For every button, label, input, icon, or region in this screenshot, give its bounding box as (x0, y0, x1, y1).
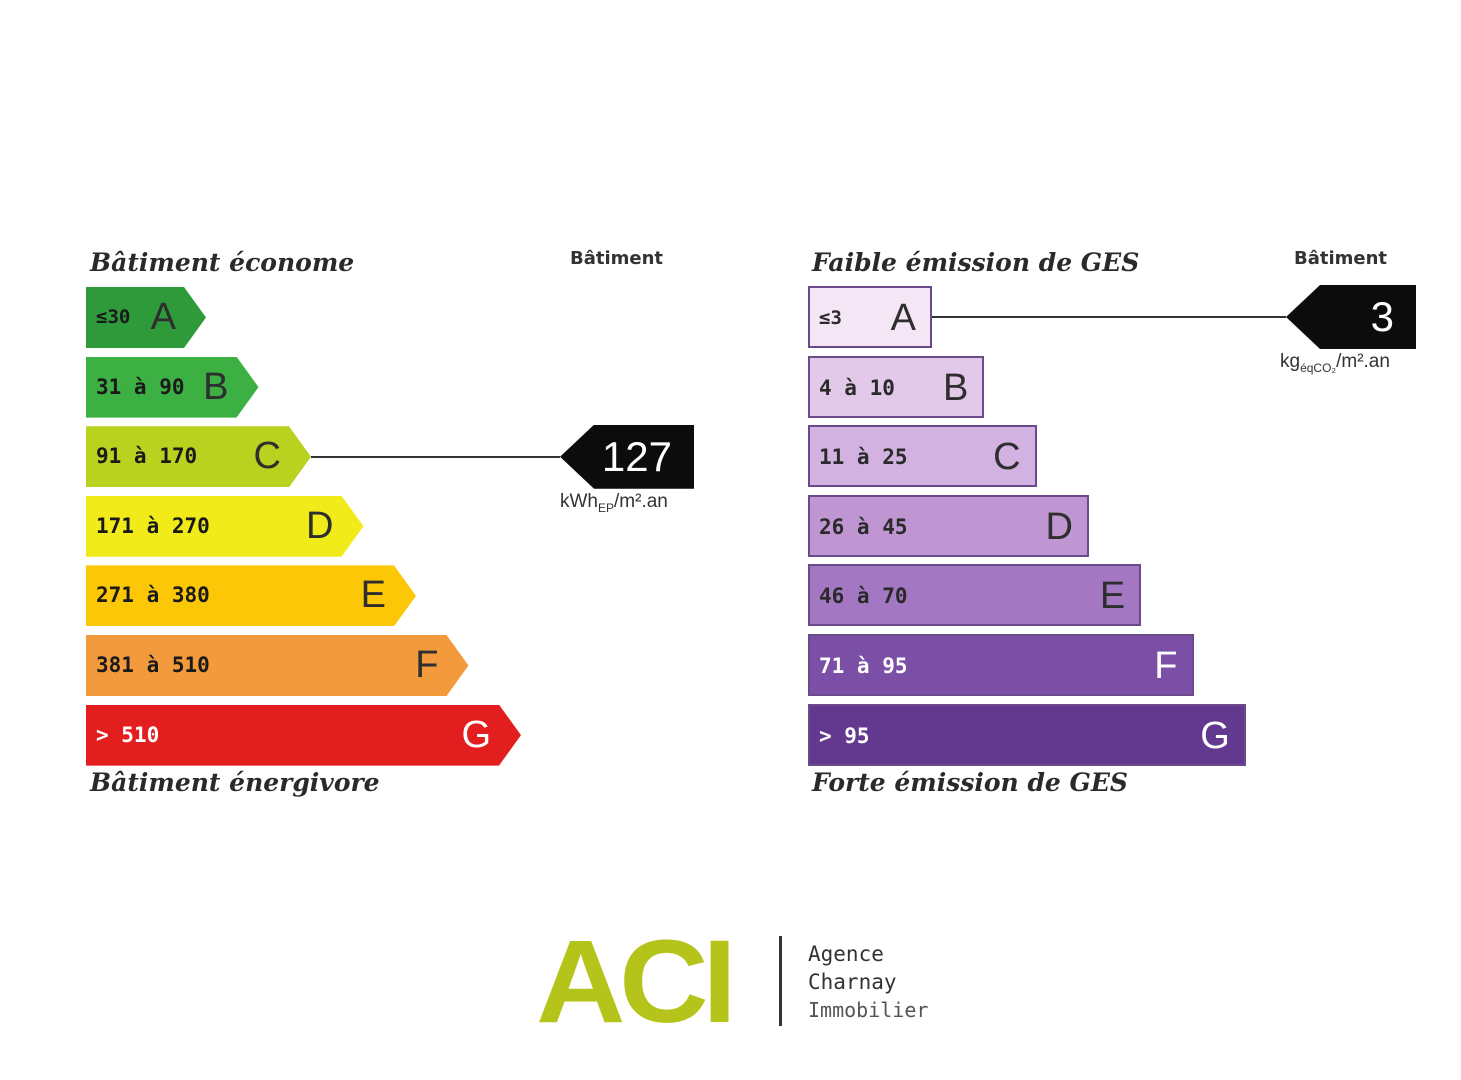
ges-unit: kgéqCO₂/m².an (1280, 351, 1390, 375)
energy-class-c: 91 à 170 C (86, 426, 311, 488)
ges-class-letter: A (890, 297, 916, 339)
ges-class-letter: G (1200, 714, 1230, 757)
energy-bottom-label: Bâtiment énergivore (90, 768, 380, 797)
ges-value: 3 (1370, 293, 1394, 340)
energy-unit-sub: EP (598, 500, 615, 515)
ges-class-range: 4 à 10 (819, 375, 895, 400)
ges-class-c: 11 à 25 C (808, 425, 1037, 488)
energy-class-letter: F (415, 644, 439, 686)
ges-column-label: Bâtiment (1294, 248, 1388, 269)
energy-unit-rest: /m².an (614, 490, 668, 512)
ges-class-letter: E (1099, 575, 1126, 618)
ges-bottom-label: Forte émission de GES (812, 768, 1128, 797)
energy-unit: kWhEP/m².an (560, 491, 668, 515)
energy-class-g: > 510 G (86, 704, 521, 766)
energy-class-letter: D (306, 504, 334, 547)
ges-class-e: 46 à 70 E (808, 564, 1142, 627)
energy-performance-panel: Bâtiment économe Bâtiment ≤30 A 31 à 90 B 91… (86, 240, 746, 820)
energy-class-range: 271 à 380 (96, 583, 210, 608)
ges-class-range: ≤3 (819, 307, 842, 329)
ges-class-range: 11 à 25 (819, 445, 908, 470)
energy-top-label: Bâtiment économe (90, 248, 355, 277)
ges-class-letter: D (1045, 505, 1073, 548)
ges-unit-sub: éqCO₂ (1300, 360, 1337, 375)
ges-class-g: > 95 G (808, 703, 1246, 766)
energy-class-range: > 510 (96, 722, 160, 747)
ges-class-letter: C (993, 436, 1021, 479)
ges-class-range: > 95 (819, 723, 870, 748)
energy-class-letter: E (360, 574, 386, 617)
ges-class-range: 46 à 70 (819, 584, 908, 609)
energy-class-e: 271 à 380 E (86, 565, 416, 627)
energy-class-f: 381 à 510 F (86, 635, 469, 696)
ges-top-label: Faible émission de GES (812, 248, 1140, 277)
energy-class-letter: A (150, 296, 176, 338)
ges-value-marker: 3 (1286, 285, 1416, 349)
ges-class-letter: B (942, 366, 969, 409)
ges-emission-panel: Faible émission de GES Bâtiment ≤3 A 4 à 1… (808, 240, 1461, 820)
energy-class-b: 31 à 90 B (86, 356, 259, 418)
logo-separator (779, 936, 782, 1026)
energy-class-range: 171 à 270 (96, 513, 210, 538)
ges-unit-rest: /m².an (1336, 351, 1390, 372)
ges-pointer-line (932, 316, 1286, 318)
energy-unit-main: kWh (560, 490, 598, 512)
ges-class-range: 26 à 45 (819, 514, 908, 539)
energy-class-letter: G (461, 713, 491, 756)
energy-class-letter: C (253, 435, 281, 478)
logo-line-charnay: Charnay (808, 970, 897, 994)
logo-mark: ACI (536, 916, 737, 1048)
ges-class-a: ≤3 A (808, 286, 932, 348)
energy-class-range: 91 à 170 (96, 444, 198, 469)
ges-class-f: 71 à 95 F (808, 634, 1194, 696)
ges-class-b: 4 à 10 B (808, 355, 985, 418)
energy-pointer-line (311, 455, 560, 458)
ges-class-range: 71 à 95 (819, 654, 908, 678)
energy-class-d: 171 à 270 D (86, 495, 364, 557)
ges-unit-main: kg (1280, 351, 1301, 372)
energy-class-range: 31 à 90 (96, 374, 185, 399)
energy-class-range: 381 à 510 (96, 653, 210, 677)
energy-column-label: Bâtiment (570, 248, 664, 269)
logo-line-agence: Agence (808, 942, 884, 966)
energy-class-range: ≤30 (96, 306, 131, 328)
energy-class-letter: B (203, 365, 229, 408)
ges-class-d: 26 à 45 D (808, 494, 1089, 557)
energy-value: 127 (601, 432, 672, 480)
energy-value-marker: 127 (560, 424, 694, 489)
logo-line-immobilier: Immobilier (808, 998, 929, 1022)
ges-class-letter: F (1154, 645, 1178, 687)
aci-logo: ACI Agence Charnay Immobilier (536, 916, 956, 1048)
energy-class-a: ≤30 A (86, 287, 206, 348)
